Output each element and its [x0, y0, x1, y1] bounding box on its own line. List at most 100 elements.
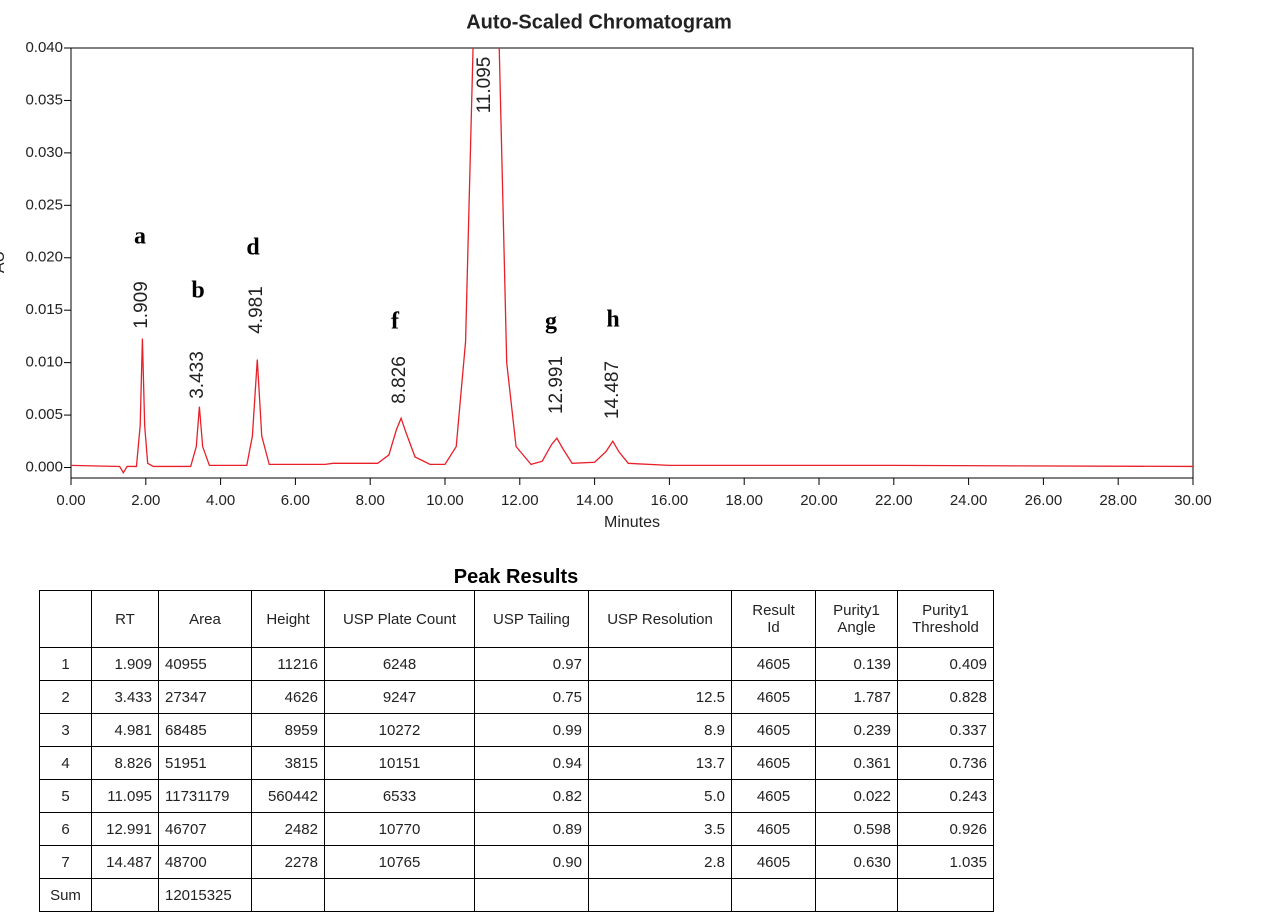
table-cell	[588, 878, 732, 912]
table-cell: 0.97	[474, 647, 589, 681]
header-cell	[39, 590, 92, 648]
table-cell: 11216	[251, 647, 325, 681]
table-cell: 4605	[731, 680, 816, 714]
table-cell: 40955	[158, 647, 252, 681]
table-cell: 6248	[324, 647, 475, 681]
x-tick-label: 6.00	[281, 492, 310, 509]
table-cell: 560442	[251, 779, 325, 813]
table-cell: 48700	[158, 845, 252, 879]
table-row: 1 1.909 40955 11216 6248 0.97 4605 0.139 0.409	[39, 647, 994, 681]
table-cell: 0.139	[815, 647, 898, 681]
table-cell: 46707	[158, 812, 252, 846]
table-row: 7 14.487 48700 2278 10765 0.90 2.8 4605 0.630 1.0…	[39, 845, 994, 879]
y-tick-label: 0.030	[25, 144, 63, 161]
peak-letter: d	[246, 235, 260, 261]
table-row: 4 8.826 51951 3815 10151 0.94 13.7 4605 0.361 0.7…	[39, 746, 994, 780]
x-tick-label: 16.00	[651, 492, 689, 509]
x-tick-label: 8.00	[356, 492, 385, 509]
table-cell: 4605	[731, 647, 816, 681]
y-tick-label: 0.015	[25, 301, 63, 318]
header-cell: Result Id	[731, 590, 816, 648]
table-cell: 68485	[158, 713, 252, 747]
table-title: Peak Results	[453, 566, 579, 588]
x-axis-label: Minutes	[604, 514, 660, 531]
table-cell: 0.75	[474, 680, 589, 714]
table-cell: 0.82	[474, 779, 589, 813]
table-cell: 0.409	[897, 647, 994, 681]
table-cell: 8959	[251, 713, 325, 747]
table-cell: 0.926	[897, 812, 994, 846]
table-cell: 1	[39, 647, 92, 681]
header-cell: USP Tailing	[474, 590, 589, 648]
table-cell: 0.630	[815, 845, 898, 879]
header-cell: Purity1 Threshold	[897, 590, 994, 648]
table-cell: 0.337	[897, 713, 994, 747]
header-cell: USP Plate Count	[324, 590, 475, 648]
table-cell: 0.94	[474, 746, 589, 780]
table-cell: 2278	[251, 845, 325, 879]
peak-letter: g	[545, 309, 557, 335]
table-cell: 2482	[251, 812, 325, 846]
x-tick-label: 10.00	[426, 492, 464, 509]
table-cell: 3815	[251, 746, 325, 780]
table-cell: 51951	[158, 746, 252, 780]
table-cell: 6533	[324, 779, 475, 813]
table-cell: 0.736	[897, 746, 994, 780]
table-cell: 4626	[251, 680, 325, 714]
table-cell: 11.095	[91, 779, 159, 813]
x-tick-label: 22.00	[875, 492, 913, 509]
header-cell: RT	[91, 590, 159, 648]
x-tick-label: 28.00	[1099, 492, 1137, 509]
header-cell: Purity1 Angle	[815, 590, 898, 648]
plot-frame	[70, 47, 1194, 479]
table-cell	[731, 878, 816, 912]
table-cell: 27347	[158, 680, 252, 714]
peak-letter: f	[391, 309, 400, 335]
peak-letter: a	[134, 224, 146, 250]
table-cell: 0.90	[474, 845, 589, 879]
peak-label: 4.981	[246, 286, 267, 334]
table-cell: 11731179	[158, 779, 252, 813]
y-tick-label: 0.005	[25, 406, 63, 423]
y-tick-label: 0.000	[25, 458, 63, 475]
table-cell	[588, 647, 732, 681]
table-cell: 14.487	[91, 845, 159, 879]
table-cell: 0.239	[815, 713, 898, 747]
table-cell: 7	[39, 845, 92, 879]
table-row: 5 11.095 11731179 560442 6533 0.82 5.0 4605 0.02…	[39, 779, 994, 813]
table-cell: 8.9	[588, 713, 732, 747]
table-row: 6 12.991 46707 2482 10770 0.89 3.5 4605 0.598 0.9…	[39, 812, 994, 846]
table-cell: 13.7	[588, 746, 732, 780]
table-cell	[897, 878, 994, 912]
x-tick-label: 2.00	[131, 492, 160, 509]
peak-label: 8.826	[389, 356, 410, 404]
table-cell: 0.99	[474, 713, 589, 747]
peak-letter: b	[191, 278, 204, 304]
table-cell: 6	[39, 812, 92, 846]
table-cell: 2	[39, 680, 92, 714]
y-tick-label: 0.020	[25, 249, 63, 266]
table-cell	[324, 878, 475, 912]
table-cell: 4	[39, 746, 92, 780]
x-tick-label: 26.00	[1025, 492, 1063, 509]
table-cell: 4605	[731, 812, 816, 846]
table-header-row: RT Area Height USP Plate Count USP Tailing US…	[39, 590, 994, 648]
peak-label: 1.909	[131, 281, 152, 329]
chromatogram-trace	[71, 48, 1193, 475]
header-cell: Height	[251, 590, 325, 648]
table-cell: Sum	[39, 878, 92, 912]
table-cell: 10151	[324, 746, 475, 780]
table-cell: 5.0	[588, 779, 732, 813]
table-cell: 2.8	[588, 845, 732, 879]
table-cell: 10272	[324, 713, 475, 747]
table-cell	[474, 878, 589, 912]
x-tick-label: 4.00	[206, 492, 235, 509]
chart-title: Auto-Scaled Chromatogram	[466, 11, 732, 33]
peak-label: 14.487	[602, 361, 623, 419]
table-cell: 4605	[731, 746, 816, 780]
table-cell: 3	[39, 713, 92, 747]
y-tick-label: 0.035	[25, 91, 63, 108]
x-tick-label: 0.00	[56, 492, 85, 509]
table-cell: 0.361	[815, 746, 898, 780]
